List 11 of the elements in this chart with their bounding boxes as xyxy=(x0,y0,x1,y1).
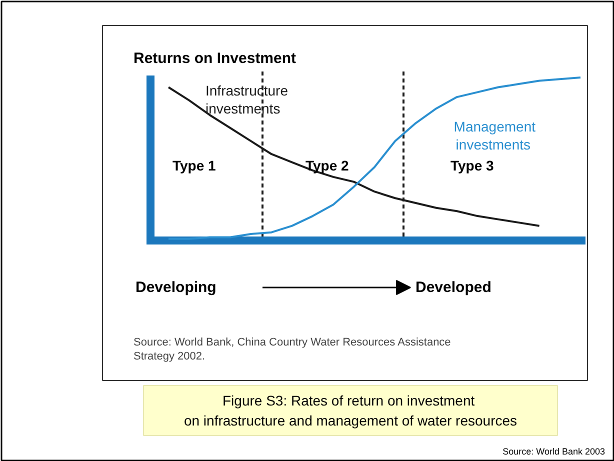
series-label: Infrastructure investments xyxy=(206,82,288,116)
series-label: Management investments xyxy=(454,118,536,152)
source-note: Source: World Bank, China Country Water Resources Assistance Strategy 2002. xyxy=(134,336,451,362)
annotation: Type 2 xyxy=(306,158,350,174)
text: Developing xyxy=(136,279,216,296)
source-note: Source: World Bank 2003 xyxy=(502,446,606,456)
caption: Figure S3: Rates of return on investment on infrastructure and management of water resources xyxy=(184,392,518,428)
annotation: Type 1 xyxy=(172,158,216,174)
annotation: Type 3 xyxy=(450,158,494,174)
text: Developed xyxy=(416,279,492,296)
chart-title: Returns on Investment xyxy=(134,50,296,67)
